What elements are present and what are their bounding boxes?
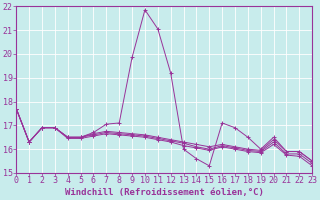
X-axis label: Windchill (Refroidissement éolien,°C): Windchill (Refroidissement éolien,°C) (65, 188, 264, 197)
